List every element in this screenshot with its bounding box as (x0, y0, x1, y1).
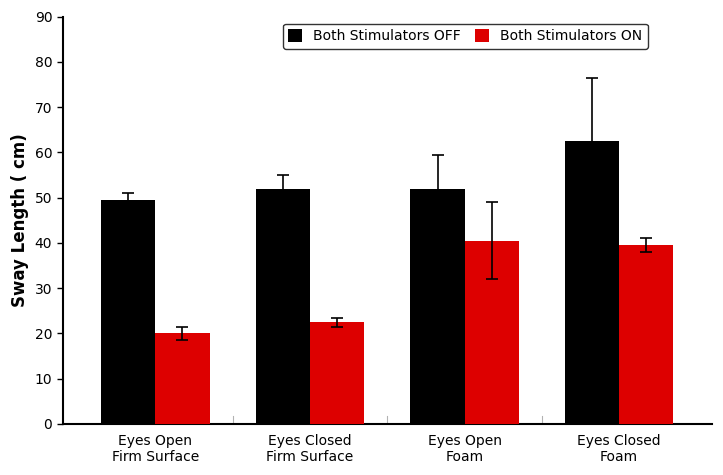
Bar (155, 333, 210, 424)
Bar (256, 189, 310, 424)
Bar (465, 241, 518, 424)
Bar (310, 322, 364, 424)
Bar (619, 245, 673, 424)
Bar (411, 189, 465, 424)
Y-axis label: Sway Length ( cm): Sway Length ( cm) (11, 133, 29, 307)
Legend: Both Stimulators OFF, Both Stimulators ON: Both Stimulators OFF, Both Stimulators O… (283, 24, 648, 48)
Bar (101, 200, 155, 424)
Bar (565, 141, 619, 424)
